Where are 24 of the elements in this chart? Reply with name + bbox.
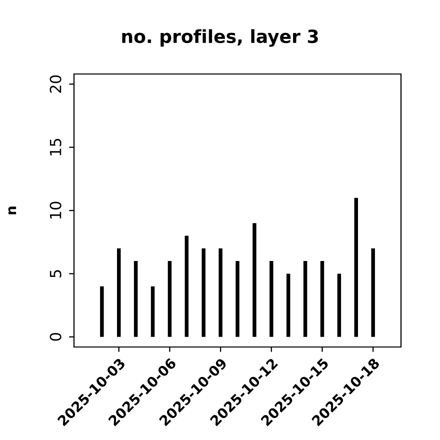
y-tick-label: 5 (50, 270, 62, 278)
bar (117, 248, 121, 337)
bar (168, 261, 172, 337)
bar (371, 248, 375, 337)
bar (134, 261, 138, 337)
bar (286, 274, 290, 337)
bar (320, 261, 324, 337)
chart-title: no. profiles, layer 3 (122, 29, 318, 47)
y-tick-label: 15 (50, 138, 62, 156)
y-tick-label: 10 (50, 202, 62, 219)
y-tick-label: 20 (50, 75, 62, 93)
bar (202, 248, 206, 337)
y-tick-label: 0 (50, 333, 62, 341)
bar (337, 274, 342, 337)
bar (303, 261, 308, 337)
bar (252, 223, 256, 337)
bar (354, 198, 358, 337)
bar (218, 248, 222, 337)
bar (184, 236, 189, 337)
y-axis-title: n (8, 206, 16, 214)
bar (236, 261, 240, 337)
bar (150, 286, 155, 337)
bar (100, 286, 104, 337)
bar (270, 261, 274, 337)
